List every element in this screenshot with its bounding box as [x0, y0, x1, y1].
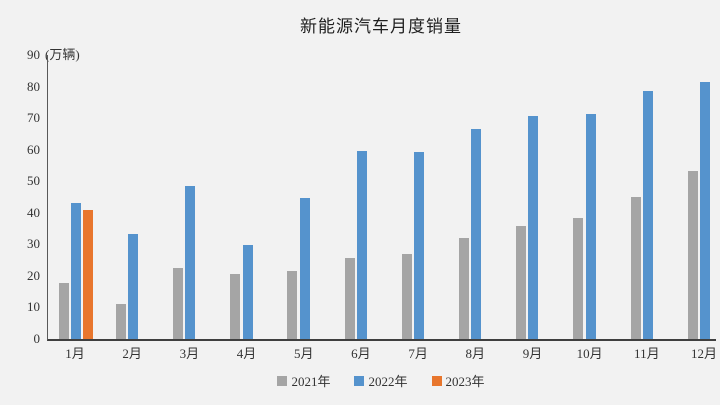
- legend: 2021年 2022年 2023年: [47, 371, 715, 390]
- bar-2022年-6月: [356, 150, 367, 339]
- y-tick-label: 30: [27, 236, 40, 252]
- y-tick-label: 90: [27, 47, 40, 62]
- bar-2022年-10月: [585, 113, 596, 339]
- bar-2021年-6月: [344, 258, 355, 339]
- y-tick-label: 70: [27, 110, 40, 126]
- x-axis-label: 2月: [122, 346, 142, 361]
- bar-2021年-4月: [230, 274, 241, 339]
- x-axis-label: 6月: [351, 346, 371, 361]
- legend-swatch-icon: [277, 375, 288, 386]
- legend-label: 2022年: [368, 374, 408, 389]
- x-axis-label: 10月: [576, 346, 603, 361]
- bar-2021年-1月: [58, 282, 69, 339]
- legend-item-2022年: 2022年: [354, 371, 408, 390]
- legend-item-2021年: 2021年: [277, 371, 330, 390]
- y-tick-label: 20: [27, 267, 40, 283]
- legend-label: 2023年: [445, 374, 485, 389]
- y-tick-label: 10: [27, 299, 40, 315]
- bar-2022年-2月: [128, 233, 139, 339]
- x-axis-label: 12月: [690, 346, 717, 361]
- bar-2023年-1月: [83, 210, 94, 339]
- y-tick-label: 60: [27, 141, 40, 157]
- legend-swatch-icon: [354, 375, 365, 386]
- bar-2021年-7月: [401, 253, 412, 339]
- y-tick-label: 40: [27, 204, 40, 220]
- y-tick-label: 80: [27, 78, 40, 94]
- x-axis-label: 4月: [236, 346, 257, 361]
- bar-2022年-1月: [71, 203, 81, 339]
- bar-2021年-2月: [115, 304, 126, 339]
- bar-2022年-8月: [471, 128, 482, 339]
- x-axis-label: 1月: [65, 346, 85, 361]
- x-axis-label: 9月: [522, 346, 543, 361]
- y-tick-label: 0: [33, 331, 41, 346]
- x-axis-label: 8月: [465, 346, 486, 361]
- bar-2022年-4月: [242, 244, 253, 339]
- bar-2022年-12月: [700, 82, 710, 339]
- y-axis-unit-label: (万辆): [45, 47, 80, 62]
- bar-2021年-5月: [287, 270, 298, 339]
- x-axis-label: 5月: [293, 346, 314, 361]
- bar-2021年-3月: [173, 267, 184, 339]
- x-axis-label: 11月: [634, 346, 660, 361]
- bar-2022年-9月: [528, 115, 539, 339]
- x-axis-label: 3月: [179, 346, 200, 361]
- bar-2022年-11月: [642, 90, 653, 339]
- bar-2021年-12月: [687, 171, 698, 339]
- legend-swatch-icon: [431, 375, 442, 386]
- bar-2022年-3月: [185, 186, 196, 339]
- legend-item-2023年: 2023年: [431, 371, 485, 390]
- bar-2021年-10月: [573, 218, 584, 339]
- y-tick-label: 50: [27, 173, 40, 189]
- bar-2021年-9月: [516, 226, 527, 339]
- legend-label: 2021年: [291, 374, 331, 389]
- bar-2022年-5月: [299, 197, 310, 339]
- chart-title: 新能源汽车月度销量: [300, 17, 462, 36]
- bar-2022年-7月: [414, 151, 425, 339]
- bar-2021年-11月: [630, 197, 641, 339]
- plot-area: [47, 55, 716, 341]
- x-axis-label: 7月: [408, 346, 428, 361]
- bar-2021年-8月: [458, 237, 469, 339]
